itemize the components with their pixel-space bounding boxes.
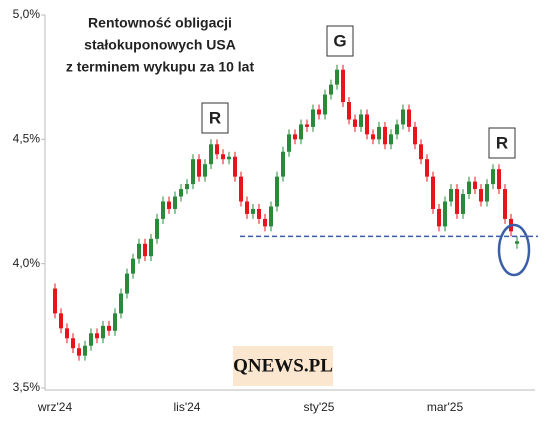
candle-body [371,134,375,140]
candle-body [341,69,345,103]
annotation-box [488,127,516,159]
candle-body [125,273,129,294]
annotation-box [326,25,354,57]
candle-body [251,208,255,214]
candle-body [59,313,63,329]
candle-body [473,181,477,190]
candle-body [257,208,261,219]
candle-body [263,218,267,227]
title-line: z terminem wykupu za 10 lat [66,59,255,75]
candle-body [65,328,69,339]
y-tick-label: 4,0% [13,256,41,270]
candle-body [227,156,231,160]
candle-body [395,124,399,135]
candle-body [269,206,273,227]
y-tick-label: 4,5% [13,132,41,146]
candle-body [233,156,237,177]
candle-body [383,126,387,145]
candle-body [161,201,165,219]
candle-body [413,126,417,145]
x-tick-label: lis'24 [174,400,201,414]
candle-body [299,124,303,140]
y-tick-label: 5,0% [13,7,41,21]
candle-body [329,84,333,95]
candle-body [491,169,495,185]
title-line: stałokuponowych USA [84,37,236,53]
candle-body [137,243,141,259]
watermark-box [233,346,333,386]
candle-body [83,345,87,356]
candle-body [167,201,171,209]
candle-body [467,181,471,195]
candle-body [497,169,501,190]
candle-body [107,325,111,331]
candle-body [389,134,393,145]
candle-body [311,109,315,127]
candle-body [287,134,291,152]
candle-body [431,176,435,209]
x-tick-label: wrz'24 [37,400,73,414]
candle-body [305,124,309,127]
candle-body [317,109,321,115]
candle-body [89,333,93,346]
candle-body [335,69,339,85]
candle-body [323,94,327,115]
candle-body [149,238,153,257]
candle-body [197,159,201,177]
candle-body [131,258,135,274]
candle-body [293,134,297,140]
candle-body [425,159,429,177]
x-tick-label: mar'25 [427,400,464,414]
candle-body [143,243,147,257]
y-tick-label: 3,5% [13,380,41,394]
candle-body [455,189,459,214]
candle-body [173,196,177,209]
annotation-box [201,102,229,134]
candle-body [515,241,519,244]
candle-body [407,109,411,127]
candle-body [71,338,75,349]
candle-body [401,109,405,125]
candle-body [359,114,363,127]
annotation: R [496,133,508,152]
candle-body [245,201,249,214]
candle-body [221,154,225,160]
candle-body [209,144,213,165]
candle-body [461,194,465,214]
candle-body [479,189,483,202]
candle-body [437,208,441,227]
candle-body [275,176,279,207]
highlight-circle [497,223,531,277]
candle-body [281,151,285,177]
candle-body [503,189,507,219]
candle-body [203,164,207,177]
candle-body [179,189,183,197]
candle-body [113,313,117,331]
candle-body [485,184,489,202]
candle-body [353,119,357,127]
candle-body [101,325,105,339]
candle-body [155,218,159,239]
candle-body [239,176,243,202]
candle-body [77,348,81,356]
candle-body [95,333,99,339]
watermark: QNEWS.PL [233,355,333,376]
candle-body [185,184,189,190]
candle-body [215,144,219,155]
candle-body [419,144,423,160]
candle-body [377,126,381,140]
annotation: R [209,108,221,127]
title-line: Rentowność obligacji [88,15,232,31]
candle-body [365,114,369,135]
candle-body [191,159,195,185]
candle-body [443,201,447,227]
annotation: G [333,31,346,50]
candle-body [119,293,123,314]
x-tick-label: sty'25 [304,400,335,414]
candle-body [347,102,351,120]
candle-body [53,288,57,314]
candle-body [449,189,453,202]
